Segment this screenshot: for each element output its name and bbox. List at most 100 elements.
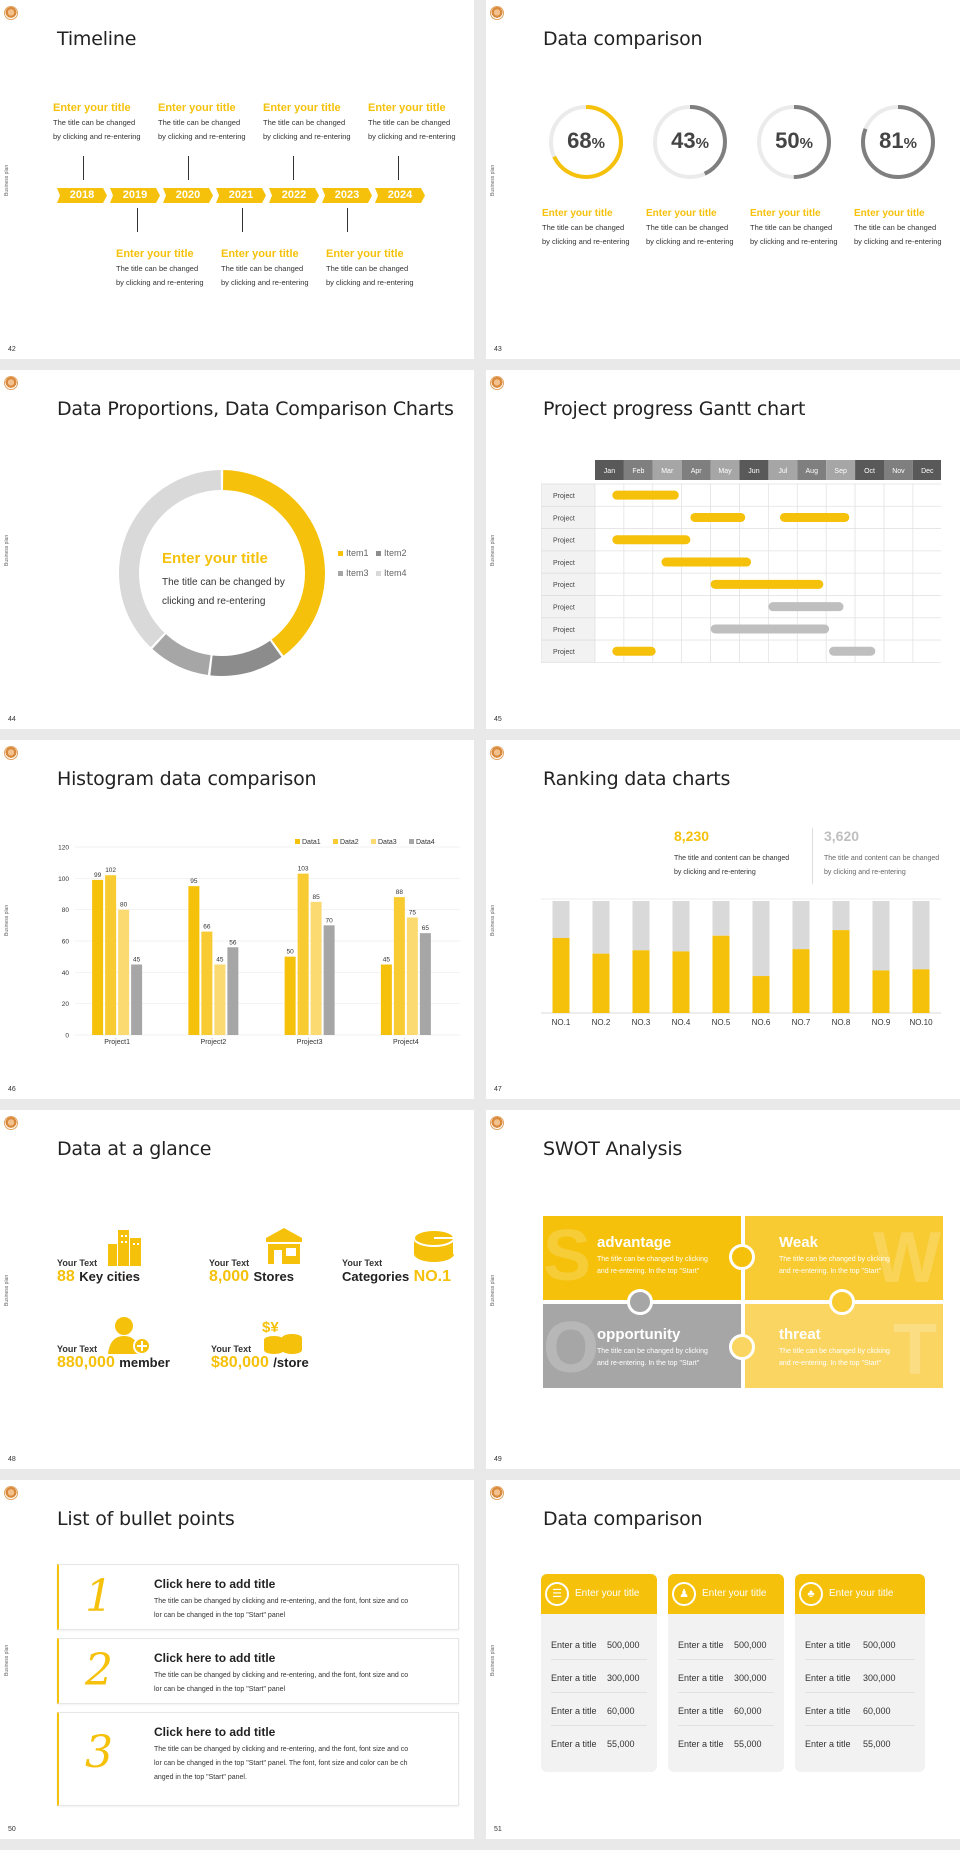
card-row-value: 500,000 (863, 1640, 896, 1650)
swot-text-line: and re-entering. In the top "Start" (779, 1268, 882, 1275)
card-row-label: Enter a title (551, 1706, 597, 1716)
data-card: ♟ Enter your title Enter a title 500,000 Ent… (668, 1574, 784, 1772)
item-title: Enter your title (263, 102, 341, 114)
gantt-cell (912, 528, 941, 552)
swot-text: The title can be changed by clicking and … (597, 1346, 708, 1370)
logo-icon (4, 376, 18, 390)
rank-bar (712, 935, 730, 1013)
item-text: The title can be changed (221, 264, 304, 273)
y-tick-label: 0 (65, 1033, 69, 1040)
card-row: Enter a title 55,000 (678, 1737, 774, 1759)
card-row-label: Enter a title (805, 1673, 851, 1683)
card-row: Enter a title 500,000 (678, 1638, 774, 1660)
ring-progress (549, 105, 623, 179)
connector-line (242, 208, 243, 232)
gantt-bar (690, 512, 746, 522)
rank-bar (792, 949, 810, 1013)
gantt-cell (681, 617, 711, 641)
gantt-cell (739, 595, 769, 619)
bar-data4 (131, 964, 143, 1035)
x-category-label: Project4 (393, 1039, 419, 1046)
swot-title: opportunity (597, 1326, 681, 1343)
glance-unit: Key cities (79, 1269, 140, 1284)
card-row-value: 300,000 (863, 1673, 896, 1683)
legend-label: Item3 (346, 568, 369, 578)
slide-title: Project progress Gantt chart (543, 398, 806, 420)
legend-label: Data3 (378, 839, 397, 846)
legend-item: Item4 (376, 568, 407, 578)
ring-percent-sign: % (695, 135, 709, 152)
gantt-cell (652, 617, 683, 641)
swot-grid: S advantage The title can be changed by … (543, 1216, 943, 1388)
card-row-label: Enter a title (551, 1739, 597, 1749)
bullet-text-line: The title can be changed by clicking and… (154, 1598, 409, 1605)
bar-data3 (118, 909, 130, 1035)
glance-number: NO.1 (413, 1268, 451, 1285)
gantt-cell (652, 505, 683, 529)
donut-slice-item1 (222, 470, 325, 656)
rank-bar-remainder (552, 901, 570, 938)
stat-value-1: 8,230 (674, 828, 710, 844)
legend-label: Data4 (416, 839, 435, 846)
gantt-row-label: Project (553, 493, 575, 500)
gantt-row-label: Project (553, 605, 575, 612)
glance-unit: Categories (342, 1269, 410, 1284)
logo-icon (4, 1116, 18, 1130)
year-segment: 2018 (57, 188, 107, 203)
logo-icon (490, 746, 504, 760)
legend-swatch (376, 551, 381, 557)
gantt-cell (623, 550, 654, 574)
rank-label: NO.4 (672, 1018, 691, 1027)
swot-title: advantage (597, 1234, 672, 1251)
puzzle-knob (729, 1334, 755, 1360)
month-label: Nov (892, 468, 905, 475)
gantt-cell (854, 505, 885, 529)
rank-bar-remainder (792, 901, 810, 950)
card-row: Enter a title 300,000 (678, 1671, 774, 1693)
progress-ring (861, 105, 935, 179)
stat-text-2-line2: by clicking and re-entering (824, 869, 906, 876)
month-header (797, 460, 827, 480)
glance-label: Your Text (211, 1344, 252, 1354)
card-header: ♟ Enter your title (668, 1574, 784, 1614)
page-number: 44 (8, 716, 16, 723)
gantt-bar (612, 535, 691, 545)
logo-icon (4, 1486, 18, 1500)
gantt-cell (623, 572, 654, 596)
y-tick-label: 100 (58, 876, 69, 883)
item-title: Enter your title (53, 102, 131, 114)
connector-line (293, 156, 294, 180)
rank-label: NO.8 (832, 1018, 851, 1027)
gantt-bar (829, 646, 876, 656)
y-tick-label: 120 (58, 845, 69, 852)
side-label: Business plan (490, 1274, 496, 1306)
rank-bar-remainder (912, 901, 930, 970)
rank-bar (912, 969, 930, 1013)
item-title: Enter your title (116, 248, 194, 260)
rank-label: NO.5 (712, 1018, 731, 1027)
page-number: 45 (494, 716, 502, 723)
bullet-text: The title can be changed by clicking and… (154, 1669, 408, 1697)
card-row-label: Enter a title (678, 1739, 724, 1749)
year-segment: 2022 (269, 188, 319, 203)
gantt-cell (883, 505, 914, 529)
data-card: ♣ Enter your title Enter a title 500,000 Ent… (795, 1574, 925, 1772)
logo-icon (490, 1486, 504, 1500)
gantt-row-label: Project (553, 515, 575, 522)
bar-data4 (323, 925, 335, 1035)
gantt-cell (796, 639, 827, 663)
legend-item: Item1 (338, 548, 369, 558)
stat-text-1-line1: The title and content can be changed (674, 855, 790, 862)
y-tick-label: 40 (62, 970, 70, 977)
stat-value-2: 3,620 (824, 828, 860, 844)
swot-text: The title can be changed by clicking and … (597, 1254, 708, 1278)
ring-text: The title can be changed (854, 223, 937, 232)
bullet-text-line: The title can be changed by clicking and… (154, 1746, 409, 1753)
card-row: Enter a title 300,000 (551, 1671, 647, 1693)
slide-48: Business plan Data at a glance Your Text… (0, 1110, 474, 1469)
swot-text-line: The title can be changed by clicking (779, 1256, 890, 1263)
gantt-bar (661, 557, 752, 567)
gantt-cell (594, 550, 625, 574)
card-title: Enter your title (575, 1588, 640, 1599)
card-row-label: Enter a title (678, 1706, 724, 1716)
